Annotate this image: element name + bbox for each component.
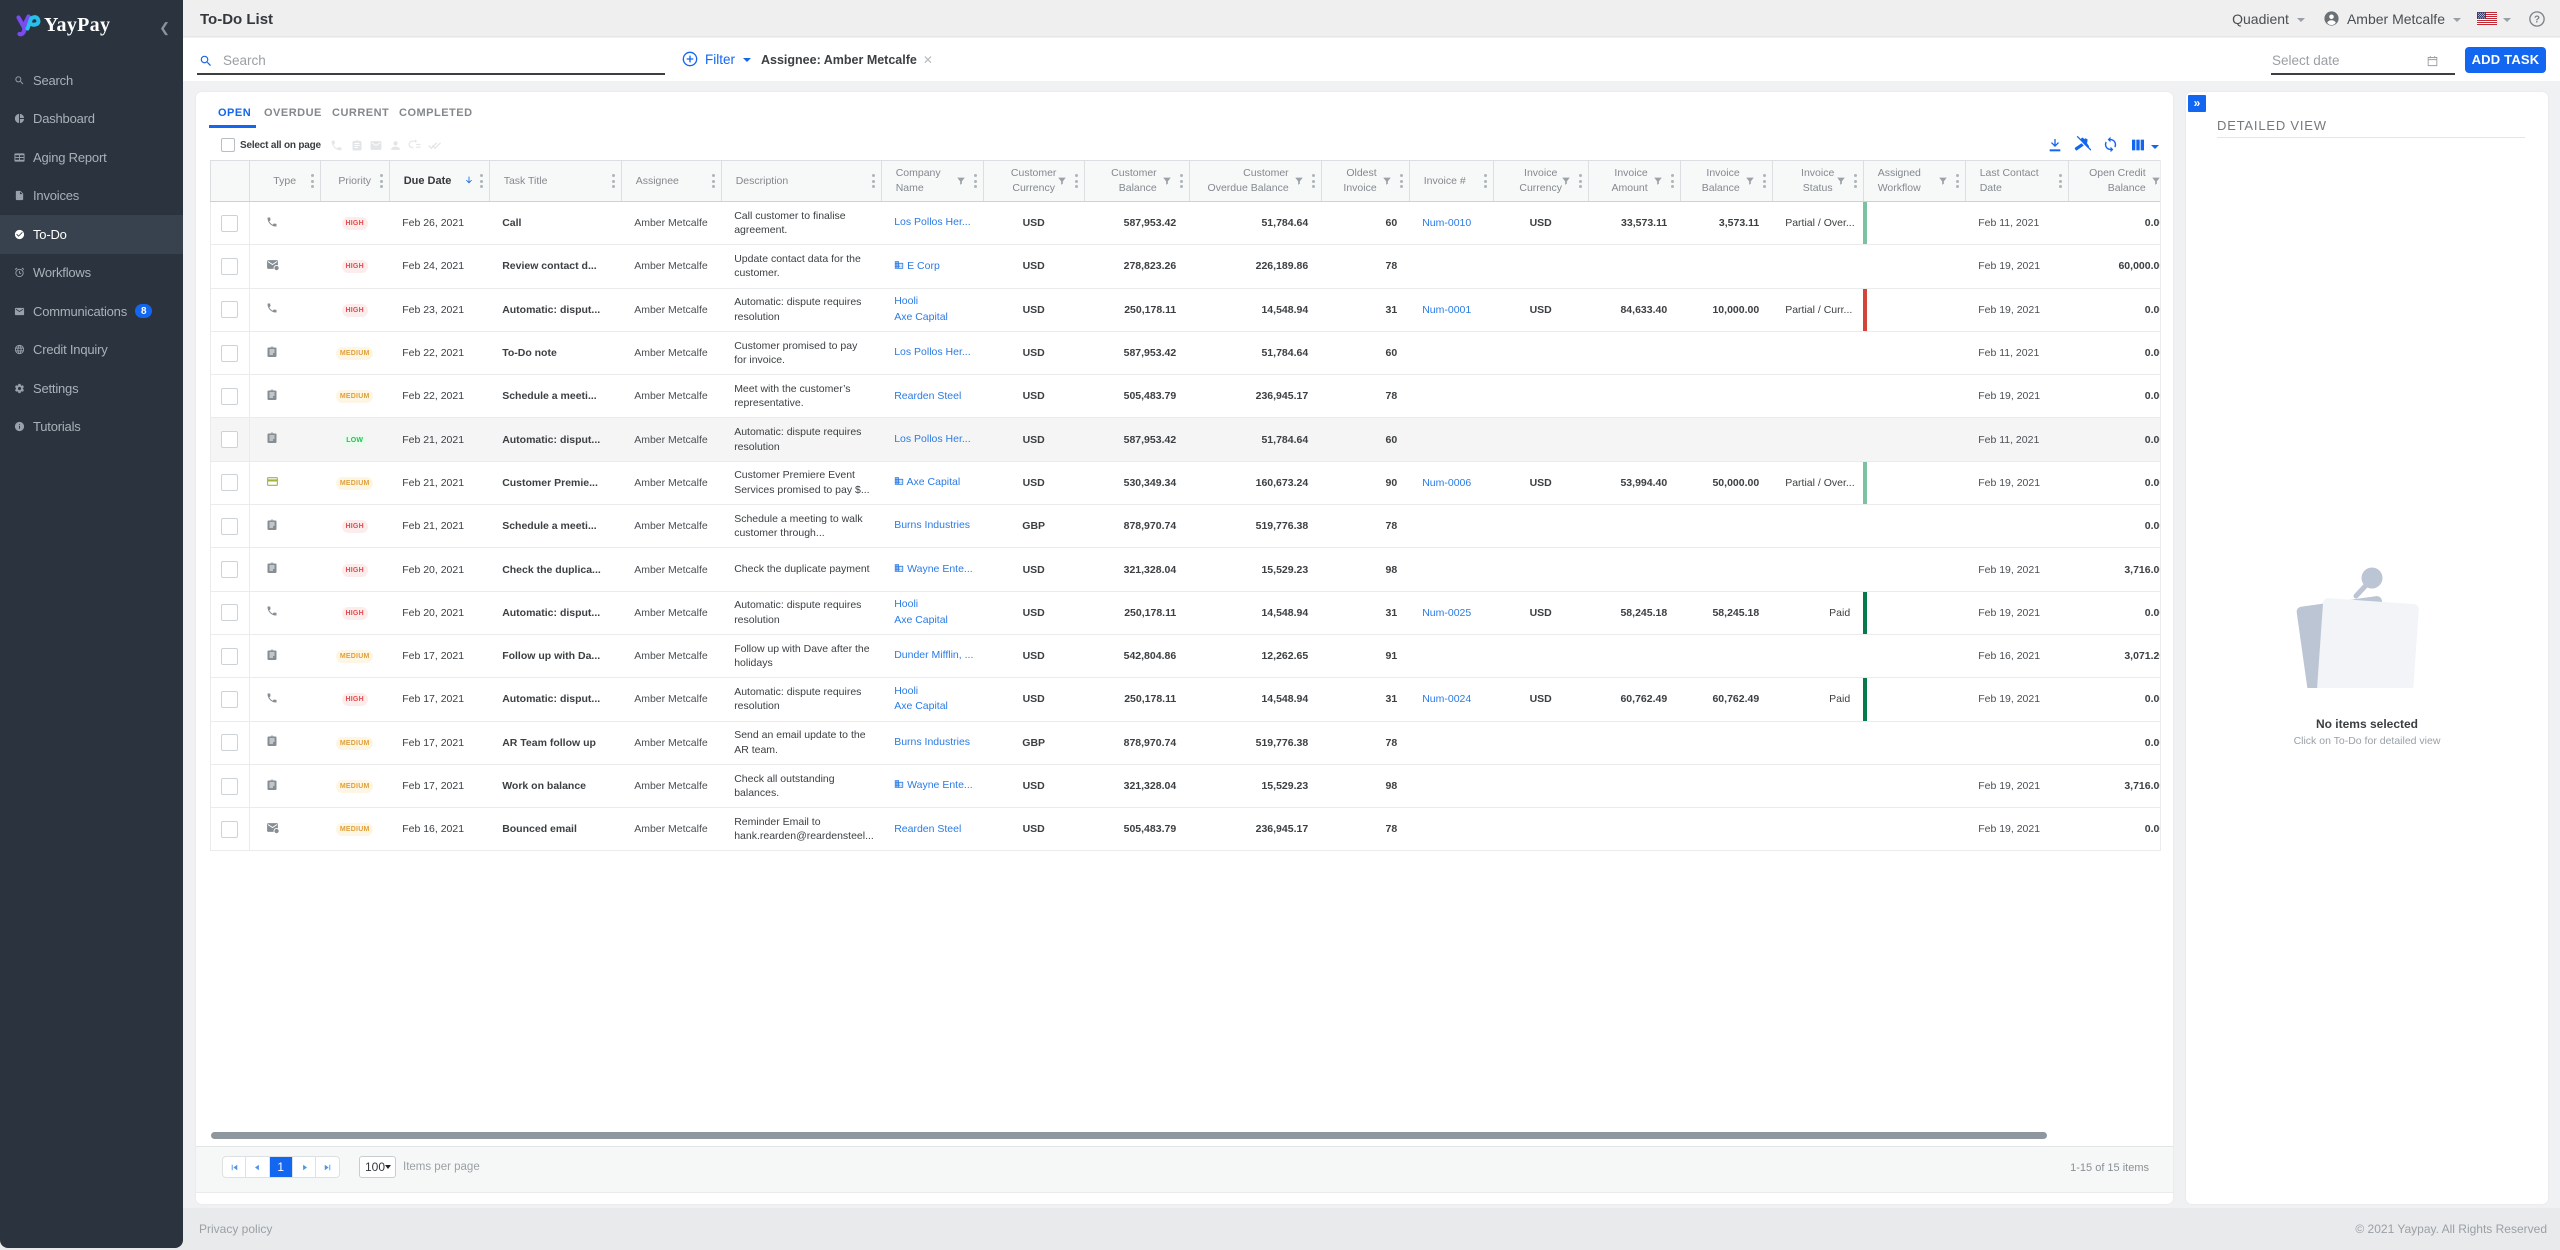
svg-text:?: ? [2534,14,2540,25]
